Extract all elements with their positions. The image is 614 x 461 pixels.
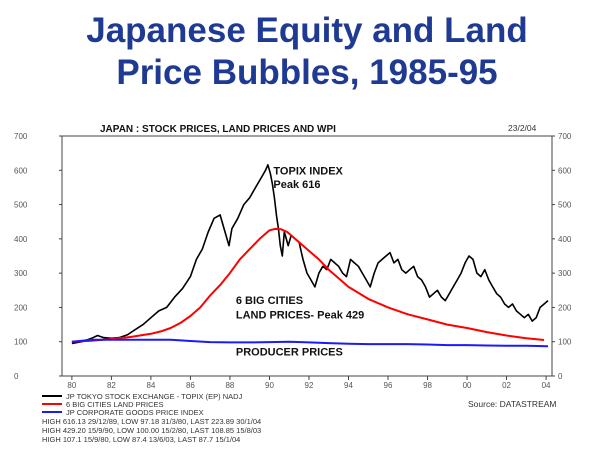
y-axis-left: 0 100 200 300 400 500 600 700 — [14, 132, 62, 381]
x-tick-label: 96 — [384, 381, 393, 390]
chart-title: JAPAN : STOCK PRICES, LAND PRICES AND WP… — [100, 124, 336, 135]
y-tick-label-right: 200 — [558, 303, 572, 312]
y-tick-label-left: 300 — [14, 269, 28, 278]
y-tick-label-left: 0 — [14, 372, 19, 381]
y-tick-label-right: 0 — [558, 372, 563, 381]
x-tick-label: 88 — [225, 381, 234, 390]
slide-title-line-2: Price Bubbles, 1985-95 — [116, 53, 498, 92]
y-tick-label-left: 400 — [14, 235, 28, 244]
x-tick-label: 04 — [542, 381, 551, 390]
annotation-land-peak: LAND PRICES- Peak 429 — [236, 309, 364, 321]
legend-label-land: 6 BIG CITIES LAND PRICES — [66, 400, 164, 409]
y-tick-label-left: 200 — [14, 303, 28, 312]
y-tick-label-right: 100 — [558, 338, 572, 347]
legend-stats-producer: HIGH 107.1 15/9/80, LOW 87.4 13/6/03, LA… — [42, 435, 240, 444]
series-line-land-prices — [71, 227, 545, 343]
x-tick-label: 90 — [265, 381, 274, 390]
annotation-land-label: 6 BIG CITIES — [236, 295, 303, 307]
x-tick-label: 92 — [305, 381, 314, 390]
y-tick-label-left: 600 — [14, 166, 28, 175]
x-tick-label: 84 — [146, 381, 155, 390]
annotation-producer-label: PRODUCER PRICES — [236, 346, 343, 358]
legend: JP TOKYO STOCK EXCHANGE - TOPIX (EP) NAD… — [42, 392, 261, 444]
x-tick-label: 80 — [67, 381, 76, 390]
chart-date: 23/2/04 — [508, 123, 537, 133]
x-tick-label: 00 — [463, 381, 472, 390]
legend-stats-topix: HIGH 616.13 29/12/89, LOW 97.18 31/3/80,… — [42, 417, 261, 426]
x-tick-label: 82 — [107, 381, 116, 390]
source-label: Source: DATASTREAM — [468, 399, 556, 409]
series-line-producer-prices — [71, 338, 549, 348]
x-tick-label: 86 — [186, 381, 195, 390]
legend-stats-land: HIGH 429.20 15/9/90, LOW 100.00 15/2/80,… — [42, 426, 261, 435]
annotation-layer: TOPIX INDEX Peak 616 6 BIG CITIES LAND PRIC… — [236, 165, 364, 358]
legend-label-topix: JP TOKYO STOCK EXCHANGE - TOPIX (EP) NAD… — [66, 392, 243, 401]
y-tick-label-right: 300 — [558, 269, 572, 278]
x-tick-label: 94 — [344, 381, 353, 390]
y-tick-label-right: 500 — [558, 201, 572, 210]
y-tick-label-right: 700 — [558, 132, 572, 141]
annotation-topix-label: TOPIX INDEX — [273, 165, 343, 177]
slide-title: Japanese Equity and Land Price Bubbles, … — [0, 10, 614, 94]
y-axis-right: 0 100 200 300 400 500 600 700 — [552, 132, 572, 381]
y-tick-label-right: 400 — [558, 235, 572, 244]
y-tick-label-left: 100 — [14, 338, 28, 347]
y-tick-label-left: 700 — [14, 132, 28, 141]
series-layer — [71, 164, 549, 348]
y-tick-label-right: 600 — [558, 166, 572, 175]
x-tick-label: 02 — [502, 381, 511, 390]
plot-frame — [61, 135, 553, 377]
slide-title-line-1: Japanese Equity and Land — [86, 11, 528, 50]
legend-label-producer: JP CORPORATE GOODS PRICE INDEX — [66, 408, 204, 417]
x-axis: 80 82 84 86 88 90 92 94 96 98 00 02 04 — [67, 376, 551, 390]
x-tick-label: 98 — [423, 381, 432, 390]
series-line-topix — [71, 164, 549, 345]
y-tick-label-left: 500 — [14, 201, 28, 210]
annotation-topix-peak: Peak 616 — [273, 179, 320, 191]
